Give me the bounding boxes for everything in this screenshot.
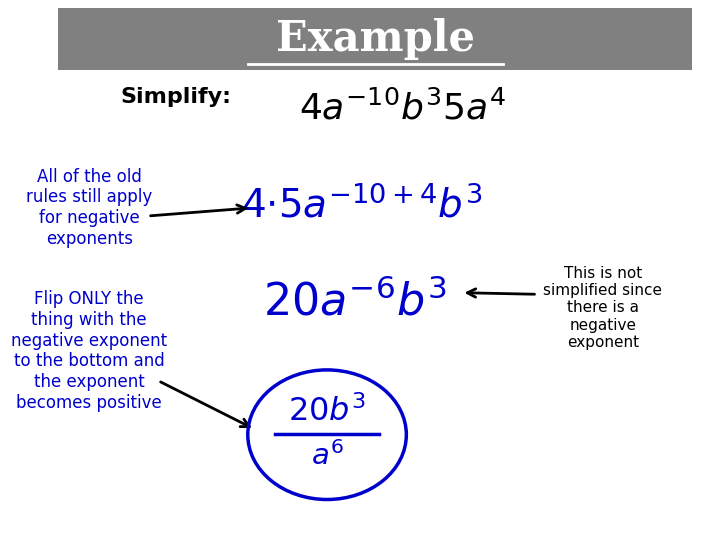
- Text: $4{\cdot}5a^{-10+4}b^{3}$: $4{\cdot}5a^{-10+4}b^{3}$: [240, 185, 482, 225]
- Text: Simplify:: Simplify:: [120, 87, 231, 107]
- Text: $4a^{-10}b^{3}5a^{4}$: $4a^{-10}b^{3}5a^{4}$: [300, 90, 506, 126]
- Text: $20a^{-6}b^{3}$: $20a^{-6}b^{3}$: [263, 280, 446, 325]
- Text: $20b^{3}$: $20b^{3}$: [288, 396, 366, 428]
- Text: Flip ONLY the
thing with the
negative exponent
to the bottom and
the exponent
be: Flip ONLY the thing with the negative ex…: [12, 290, 167, 412]
- Text: All of the old
rules still apply
for negative
exponents: All of the old rules still apply for neg…: [26, 168, 153, 248]
- Text: This is not
simplified since
there is a
negative
exponent: This is not simplified since there is a …: [544, 266, 662, 350]
- FancyBboxPatch shape: [58, 8, 693, 70]
- Text: Example: Example: [276, 18, 474, 60]
- Text: $a^{6}$: $a^{6}$: [310, 441, 343, 471]
